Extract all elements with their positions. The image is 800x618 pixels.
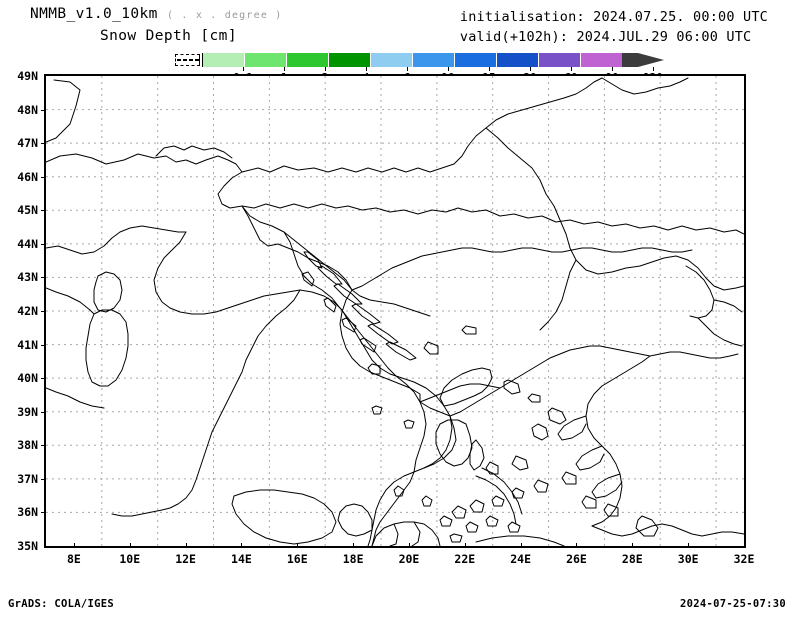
map-coastlines — [46, 77, 744, 546]
colorbar-tick — [284, 67, 285, 71]
colorbar-swatch — [328, 53, 370, 67]
model-title-line: NMMB_v1.0_10km ( . x . degree ) — [0, 6, 420, 22]
colorbar-swatch — [244, 53, 286, 67]
longitude-tick-label: 24E — [510, 552, 532, 566]
longitude-tick-label: 16E — [286, 552, 308, 566]
latitude-tick-label: 48N — [17, 102, 38, 117]
latitude-tick-label: 41N — [17, 337, 38, 352]
longitude-tick-label: 8E — [66, 552, 81, 566]
colorbar-swatch — [538, 53, 580, 67]
latitude-tick-label: 47N — [17, 136, 38, 151]
colorbar-tick — [325, 67, 326, 71]
map-gridlines — [46, 76, 744, 546]
longitude-tick-label: 28E — [621, 552, 643, 566]
latitude-tick-label: 38N — [17, 438, 38, 453]
header-left-block: NMMB_v1.0_10km ( . x . degree ) Snow Dep… — [0, 6, 420, 44]
latitude-tick-label: 46N — [17, 169, 38, 184]
colorbar-swatch — [370, 53, 412, 67]
longitude-tick-label: 18E — [342, 552, 364, 566]
colorbar-overflow-arrow — [638, 53, 664, 67]
colorbar-swatches — [202, 53, 664, 67]
colorbar-tick — [530, 67, 531, 71]
latitude-tick-label: 44N — [17, 236, 38, 251]
colorbar-tick — [571, 67, 572, 71]
colorbar-tick — [243, 67, 244, 71]
grads-credit: GrADS: COLA/IGES — [8, 598, 114, 610]
colorbar-tick — [366, 67, 367, 71]
longitude-tick-label: 26E — [566, 552, 587, 566]
latitude-tick-label: 35N — [17, 539, 38, 553]
latitude-tick-label: 43N — [17, 270, 38, 285]
colorbar-tick — [407, 67, 408, 71]
initialisation-text: initialisation: 2024.07.25. 00:00 UTC — [459, 9, 768, 25]
field-title: Snow Depth [cm] — [100, 28, 237, 44]
map-plot-area[interactable] — [44, 74, 746, 548]
colorbar-overflow-block — [622, 53, 638, 67]
longitude-tick-label: 10E — [119, 552, 141, 566]
render-timestamp: 2024-07-25-07:30 — [680, 598, 786, 610]
latitude-tick-label: 36N — [17, 505, 38, 520]
latitude-tick-label: 42N — [17, 304, 38, 318]
latitude-tick-label: 45N — [17, 203, 38, 218]
latitude-tick-label: 39N — [17, 404, 38, 419]
model-title: NMMB_v1.0_10km — [30, 6, 158, 22]
colorbar-tick — [653, 67, 654, 71]
header-right-block: initialisation: 2024.07.25. 00:00 UTC va… — [460, 7, 768, 47]
longitude-tick-label: 20E — [398, 552, 420, 566]
model-subtitle: ( . x . degree ) — [166, 10, 283, 21]
latitude-tick-label: 40N — [17, 371, 38, 386]
colorbar-swatch — [496, 53, 538, 67]
longitude-tick-label: 12E — [175, 552, 196, 566]
longitude-tick-label: 30E — [677, 552, 699, 566]
colorbar-swatch — [412, 53, 454, 67]
colorbar-tick — [612, 67, 613, 71]
valid-time-text: valid(+102h): 2024.JUL.29 06:00 UTC — [459, 29, 752, 45]
colorbar-swatch — [454, 53, 496, 67]
map-svg — [46, 76, 744, 546]
longitude-tick-label: 22E — [454, 552, 476, 566]
longitude-tick-label: 14E — [231, 552, 252, 566]
latitude-tick-label: 37N — [17, 471, 38, 486]
colorbar-tick — [448, 67, 449, 71]
latitude-tick-label: 49N — [17, 69, 38, 83]
longitude-tick-label: 32E — [733, 552, 755, 566]
colorbar-swatch — [580, 53, 622, 67]
colorbar-tick — [489, 67, 490, 71]
colorbar-swatch — [202, 53, 244, 67]
colorbar-swatch — [286, 53, 328, 67]
colorbar-below-threshold-box — [175, 54, 200, 66]
